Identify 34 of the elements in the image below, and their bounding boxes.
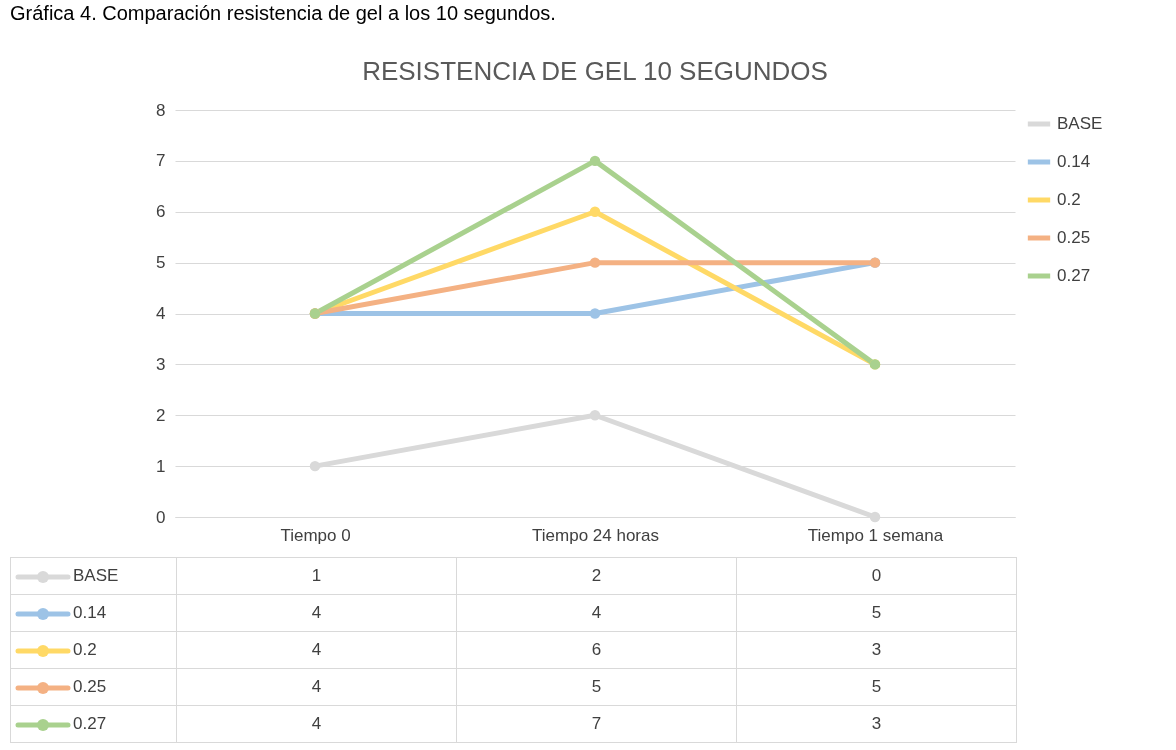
legend-label: BASE [73, 566, 119, 585]
legend-label: 0.27 [1057, 266, 1091, 285]
data-label: 6 [456, 631, 737, 669]
y-tick-label: 5 [156, 253, 166, 273]
text: 0.2 [73, 640, 97, 659]
text: Gráfica 4. Comparación resistencia de gel a los 10 segundos. [9, 1, 557, 26]
data-label: 7 [456, 705, 737, 743]
data-label: 5 [456, 668, 737, 706]
y-tick-label: 7 [156, 151, 166, 171]
data-label: 4 [456, 594, 737, 632]
data-label: 3 [736, 631, 1017, 669]
x-tick-label: Tiempo 24 horas [532, 525, 659, 545]
x-tick-label: Tiempo 1 semana [807, 525, 944, 545]
text: 0.14 [73, 603, 107, 622]
data-label: 2 [456, 557, 737, 595]
legend-label: 0.2 [1057, 190, 1081, 209]
y-tick-label: 3 [156, 354, 166, 374]
text: 0.25 [73, 677, 107, 696]
data-label: 3 [736, 705, 1017, 743]
text: BASE [1057, 114, 1103, 133]
x-tick-label: Tiempo 0 [280, 525, 351, 545]
y-tick-label: 2 [156, 405, 166, 425]
y-tick-label: 6 [156, 202, 166, 222]
y-tick-label: 8 [156, 100, 166, 120]
data-label: 5 [736, 668, 1017, 706]
chart-title: RESISTENCIA DE GEL 10 SEGUNDOS [362, 56, 828, 86]
y-tick-label: 0 [156, 507, 166, 527]
data-label: 5 [736, 594, 1017, 632]
y-tick-label: 1 [156, 456, 166, 476]
text: 0.27 [73, 714, 107, 733]
legend-label: 0.14 [1057, 152, 1091, 171]
data-label: 0 [736, 557, 1017, 595]
y-tick-label: 4 [156, 304, 166, 323]
legend-label: 0.25 [1057, 228, 1091, 247]
